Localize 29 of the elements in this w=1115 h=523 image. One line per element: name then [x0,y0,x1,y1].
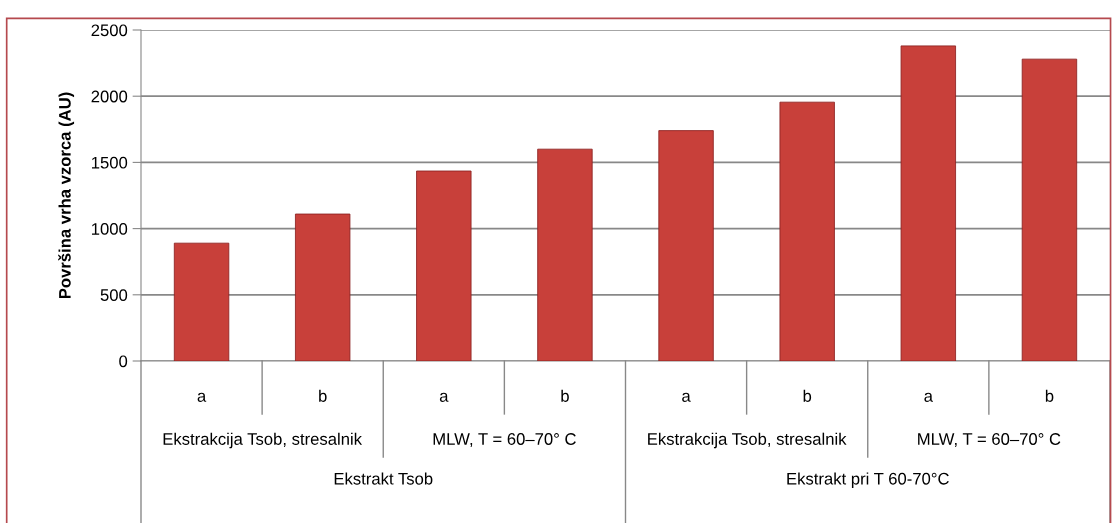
text: MLW, T = 60–70° C [433,433,576,447]
y-axis-title: Površina vrha vzorca (AU) [58,92,75,299]
bar [537,148,593,361]
bar [295,213,351,361]
y-tick-label: 2000 [91,90,128,103]
y-tick-label: 500 [100,289,128,301]
bar [779,101,835,361]
text: Ekstrakcija Tsob, stresalnik [648,432,847,449]
text: Ekstrakcija Tsob, stresalnik [163,432,363,449]
text: MLW, T = 60–70° C [918,433,1061,447]
text: Ekstrakt Tsob [334,472,433,485]
bar [658,130,714,361]
y-tick-label: 1500 [92,156,128,169]
x-tick-label: b [561,389,569,402]
x-tick-label: b [803,389,812,402]
bar [1021,58,1078,361]
bar [900,45,956,361]
x-tick-label: a [682,392,691,402]
y-tick-label: 0 [119,355,128,368]
y-tick-label: 2500 [91,24,128,37]
x-tick-label: a [197,392,207,402]
bar [416,170,472,361]
x-tick-label: b [1045,389,1054,402]
x-tick-label: a [924,392,933,402]
y-tick-label: 1000 [92,223,128,235]
text: Ekstrakt pri T 60-70°C [787,472,949,488]
x-tick-label: b [319,389,327,402]
bar [173,242,230,361]
x-tick-label: a [439,392,449,402]
